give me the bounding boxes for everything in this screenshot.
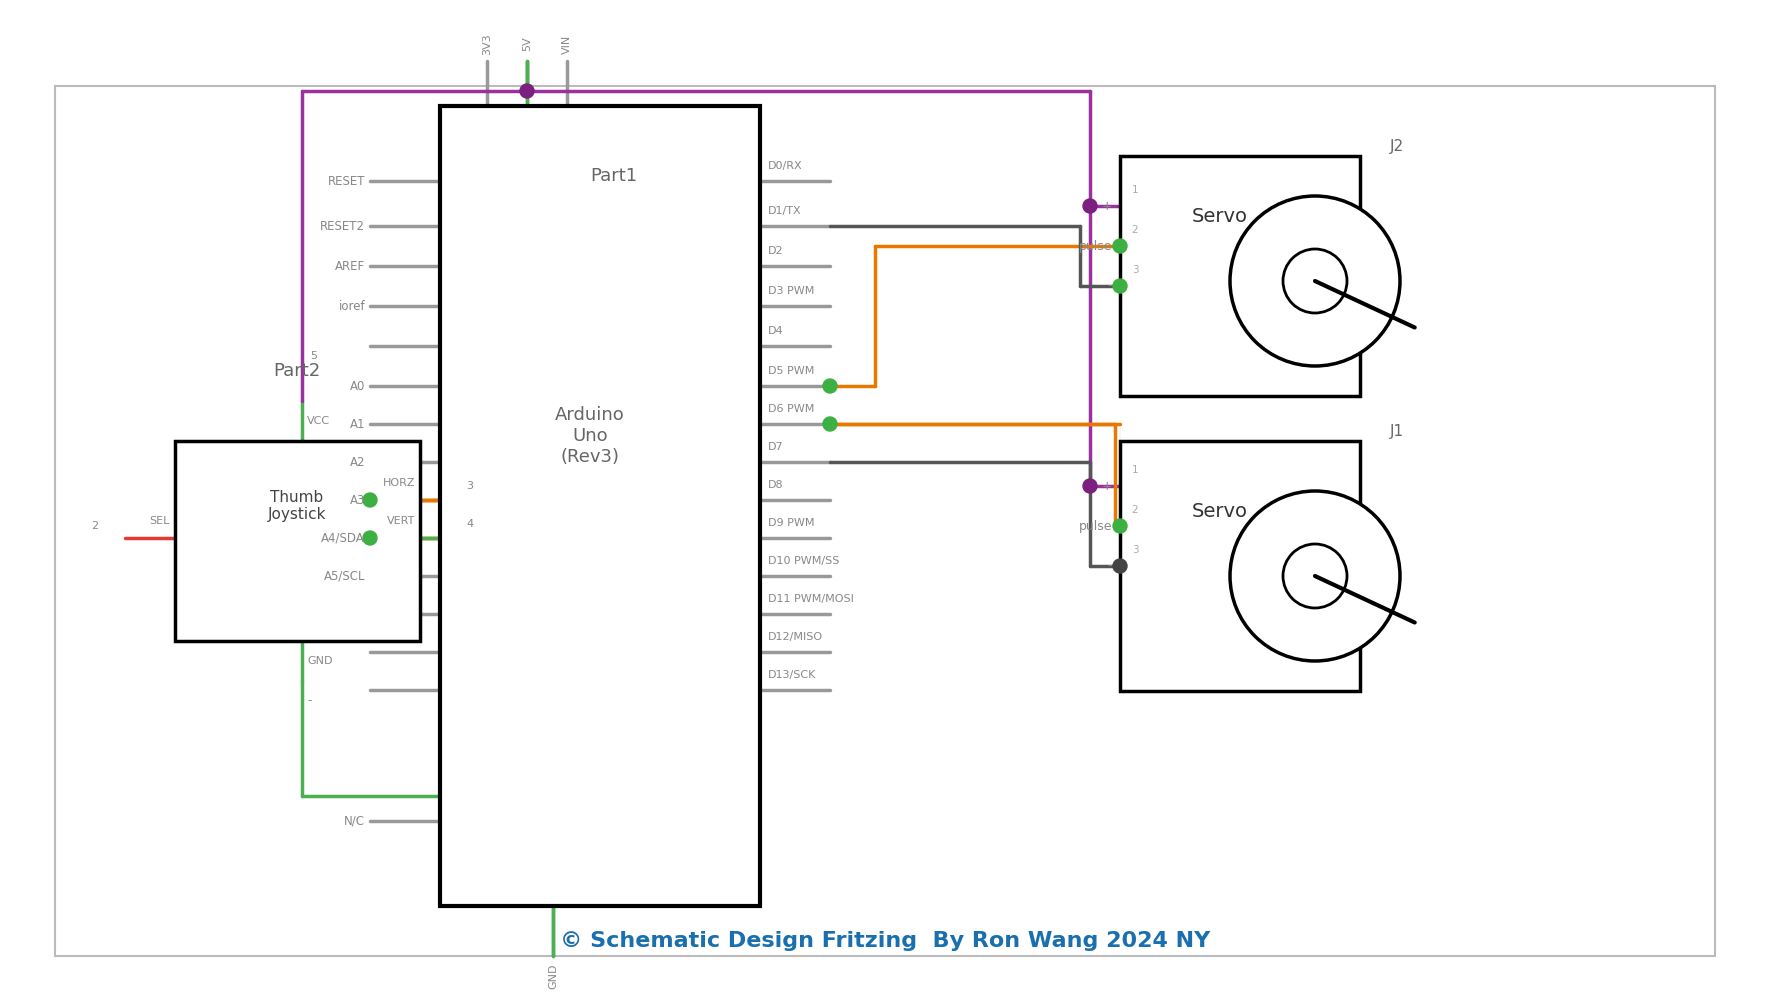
Text: +: +: [1101, 479, 1112, 492]
Circle shape: [1113, 559, 1127, 573]
Text: A1: A1: [349, 417, 365, 430]
Text: 3: 3: [1131, 545, 1138, 555]
Text: 3: 3: [467, 481, 474, 491]
Text: A3: A3: [350, 493, 365, 507]
Circle shape: [520, 84, 535, 98]
Text: SEL: SEL: [150, 516, 170, 526]
Text: VERT: VERT: [386, 516, 414, 526]
Text: Thumb
Joystick: Thumb Joystick: [267, 490, 326, 522]
Text: D11 PWM/MOSI: D11 PWM/MOSI: [768, 594, 853, 604]
Text: 4: 4: [467, 519, 474, 529]
Circle shape: [1113, 279, 1127, 293]
Text: A5/SCL: A5/SCL: [324, 570, 365, 583]
Text: 2: 2: [1131, 225, 1138, 235]
Text: ioref: ioref: [338, 300, 365, 313]
Text: D0/RX: D0/RX: [768, 161, 802, 171]
Text: D7: D7: [768, 442, 784, 452]
Bar: [55, 86, 1715, 956]
Text: -: -: [1108, 280, 1112, 293]
Text: D5 PWM: D5 PWM: [768, 366, 814, 376]
Text: VCC: VCC: [306, 416, 331, 426]
Text: Part2: Part2: [273, 362, 320, 380]
Text: -: -: [1108, 560, 1112, 573]
Bar: [441, 106, 759, 906]
Text: 2: 2: [92, 521, 99, 531]
Text: D12/MISO: D12/MISO: [768, 632, 823, 642]
Text: A2: A2: [349, 455, 365, 468]
Text: RESET2: RESET2: [320, 219, 365, 232]
Text: D4: D4: [768, 326, 784, 336]
Text: VIN: VIN: [563, 35, 572, 54]
Text: D8: D8: [768, 480, 784, 490]
Bar: [175, 441, 419, 641]
Text: D10 PWM/SS: D10 PWM/SS: [768, 556, 839, 566]
Bar: [1120, 441, 1359, 691]
Circle shape: [363, 531, 377, 545]
Text: AREF: AREF: [335, 260, 365, 273]
Text: HORZ: HORZ: [382, 478, 414, 488]
Text: A0: A0: [350, 379, 365, 392]
Circle shape: [1083, 479, 1097, 493]
Text: 1: 1: [1131, 465, 1138, 475]
Text: pulse: pulse: [1078, 239, 1112, 253]
Circle shape: [823, 417, 837, 431]
Text: RESET: RESET: [327, 174, 365, 187]
Text: +: +: [1101, 199, 1112, 212]
Text: pulse: pulse: [1078, 520, 1112, 533]
Text: GND: GND: [549, 963, 558, 989]
Text: 5: 5: [310, 351, 317, 361]
Text: A4/SDA: A4/SDA: [320, 532, 365, 545]
Text: 5V: 5V: [522, 37, 533, 52]
Bar: [1120, 156, 1359, 396]
Text: D13/SCK: D13/SCK: [768, 670, 816, 680]
Text: D1/TX: D1/TX: [768, 206, 802, 216]
Text: 3: 3: [1131, 265, 1138, 275]
Text: N/C: N/C: [343, 815, 365, 828]
Text: GND: GND: [306, 656, 333, 666]
Text: D9 PWM: D9 PWM: [768, 518, 814, 528]
Text: 3V3: 3V3: [481, 33, 492, 55]
Text: Part1: Part1: [589, 167, 637, 185]
Circle shape: [1230, 491, 1400, 661]
Text: 1: 1: [1131, 185, 1138, 195]
Circle shape: [363, 493, 377, 507]
Text: Arduino
Uno
(Rev3): Arduino Uno (Rev3): [556, 406, 625, 466]
Text: Servo: Servo: [1191, 206, 1248, 225]
Text: -: -: [306, 694, 312, 707]
Text: J2: J2: [1389, 138, 1404, 153]
Text: D6 PWM: D6 PWM: [768, 404, 814, 414]
Circle shape: [1230, 196, 1400, 366]
Text: Servo: Servo: [1191, 502, 1248, 521]
Circle shape: [1283, 249, 1347, 313]
Text: © Schematic Design Fritzing  By Ron Wang 2024 NY: © Schematic Design Fritzing By Ron Wang …: [559, 931, 1211, 951]
Text: 2: 2: [1131, 505, 1138, 515]
Circle shape: [1113, 519, 1127, 533]
Text: D3 PWM: D3 PWM: [768, 286, 814, 296]
Text: J1: J1: [1389, 423, 1404, 438]
Text: D2: D2: [768, 246, 784, 256]
Circle shape: [1083, 199, 1097, 213]
Circle shape: [1113, 239, 1127, 253]
Circle shape: [823, 379, 837, 393]
Circle shape: [1283, 544, 1347, 608]
